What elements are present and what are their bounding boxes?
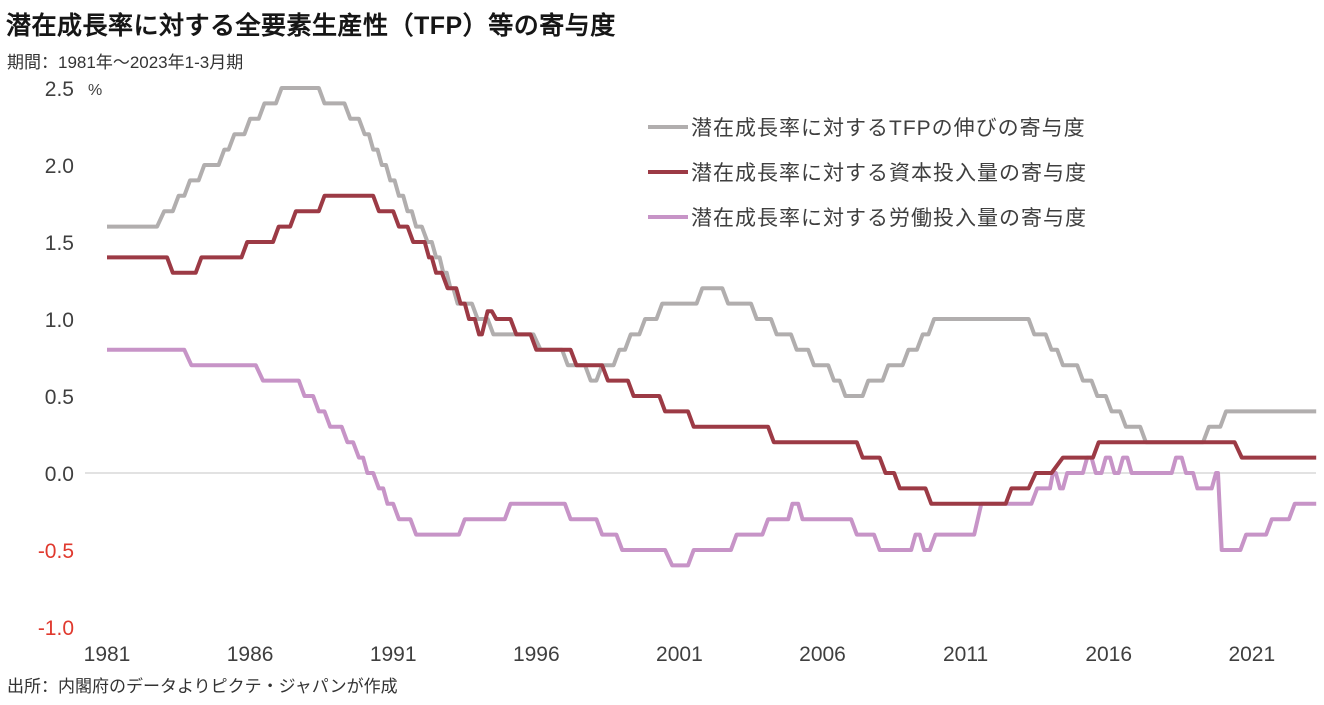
x-tick-label: 2011 [943,643,988,666]
source-note: 出所：内閣府のデータよりピクテ・ジャパンが作成 [7,677,398,696]
labor-input-contribution-line [107,347,1317,568]
x-tick-label: 1996 [513,643,560,666]
x-tick-label: 2006 [799,643,846,666]
legend-item-capital: 潜在成長率に対する資本投入量の寄与度 [648,149,1087,194]
y-tick-label: 2.0 [45,155,74,178]
legend-item-tfp: 潜在成長率に対するTFPの伸びの寄与度 [648,104,1087,149]
y-tick-label: 1.5 [45,232,74,255]
x-tick-label: 2021 [1228,643,1275,666]
legend-item-labor: 潜在成長率に対する労働投入量の寄与度 [648,194,1087,239]
legend-label-capital: 潜在成長率に対する資本投入量の寄与度 [691,161,1087,185]
x-tick-label: 2016 [1085,643,1132,666]
x-tick-label: 1991 [370,643,417,666]
capital-input-contribution-line [107,193,1317,506]
y-tick-label: 0.0 [45,463,74,486]
capital-line-swatch [648,169,688,174]
y-tick-label: -0.5 [38,540,74,563]
y-axis-unit-label: % [88,82,102,99]
x-tick-label: 1986 [227,643,274,666]
legend-label-labor: 潜在成長率に対する労働投入量の寄与度 [691,206,1087,230]
tfp-contribution-line [107,86,1317,445]
y-tick-label: 0.5 [45,386,74,409]
labor-line-swatch [648,214,688,219]
legend: 潜在成長率に対するTFPの伸びの寄与度 潜在成長率に対する資本投入量の寄与度 潜… [648,104,1087,239]
y-tick-label: 2.5 [45,78,74,101]
tfp-line-swatch [648,124,688,129]
legend-label-tfp: 潜在成長率に対するTFPの伸びの寄与度 [691,116,1086,140]
x-tick-label: 2001 [656,643,703,666]
y-tick-label: 1.0 [45,309,74,332]
period-subtitle: 期間：1981年～2023年1-3月期 [7,53,244,72]
page-title: 潜在成長率に対する全要素生産性（TFP）等の寄与度 [6,12,616,40]
y-tick-label: -1.0 [38,617,74,640]
x-tick-label: 1981 [84,643,131,666]
